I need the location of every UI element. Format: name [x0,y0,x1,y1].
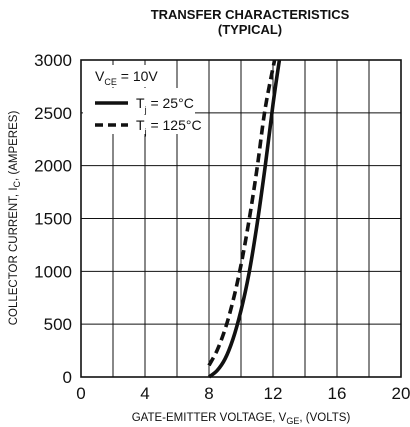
legend-label-25c: Tj = 25°C [136,95,194,115]
series-lines [207,59,282,379]
y-tick-label: 3000 [34,51,72,70]
chart-title: TRANSFER CHARACTERISTICS [150,7,350,22]
legend-label-125c: Tj = 125°C [136,117,202,137]
y-tick-label: 2500 [34,104,72,123]
x-axis-label: GATE-EMITTER VOLTAGE, VGE, (VOLTS) [132,412,351,426]
x-tick-label: 8 [204,384,213,403]
x-tick-label: 0 [76,384,85,403]
x-tick-label: 12 [264,384,283,403]
series-line-tj-125c [207,59,277,367]
x-tick-label: 16 [328,384,347,403]
series-line-tj-25c [207,59,282,379]
y-tick-label: 500 [44,315,72,334]
x-tick-label: 4 [140,384,149,403]
x-tick-label: 20 [392,384,410,403]
y-tick-label: 2000 [34,157,72,176]
chart-subtitle: (TYPICAL) [217,22,283,37]
y-tick-label: 1500 [34,210,72,229]
plot-frame [80,59,402,378]
y-tick-label: 1000 [34,262,72,281]
tick-labels: 0 4 8 12 16 20 0 500 1000 1500 2000 2500 3000 [34,51,410,403]
y-axis-label: COLLECTOR CURRENT, IC, (AMPERES) [8,111,22,326]
legend-header-background [83,65,169,87]
legend-header: VCE = 10V [95,68,158,87]
y-tick-label: 0 [63,368,72,387]
